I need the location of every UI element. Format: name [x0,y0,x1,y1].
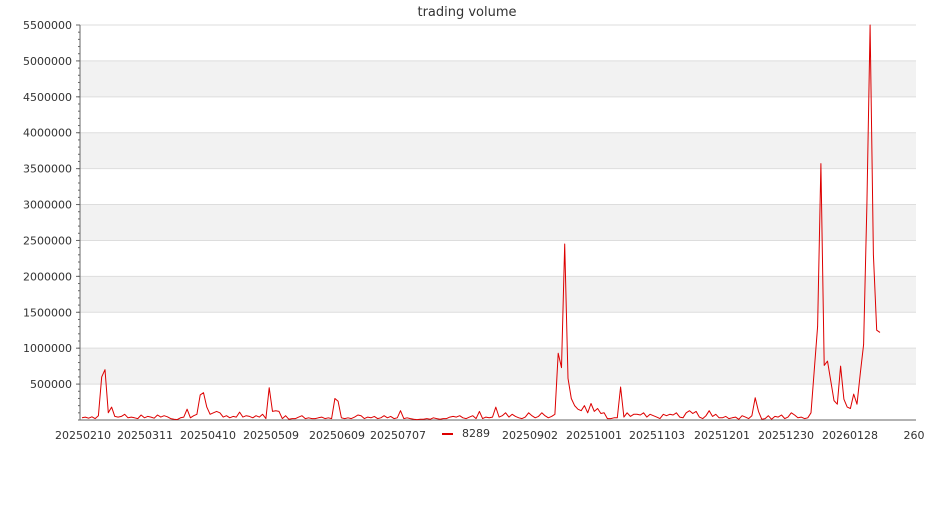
y-tick-label: 5000000 [23,55,72,68]
y-tick-label: 1500000 [23,306,72,319]
x-tick-label: 20250410 [180,429,236,442]
x-tick-label: 20250609 [309,429,365,442]
x-axis-ticks: 20250210 20250311 20250410 20250509 20250609… [55,429,925,442]
x-tick-label: 20251001 [566,429,622,442]
y-tick-label: 4000000 [23,127,72,140]
x-tick-label: 20251201 [694,429,750,442]
x-tick-label: 20250902 [502,429,558,442]
background-band [80,276,916,313]
y-tick-label: 4500000 [23,91,72,104]
background-band [80,132,916,169]
legend-label: 8289 [462,427,490,440]
y-tick-label: 3500000 [23,163,72,176]
series-layer [81,24,881,421]
background-bands [80,60,916,385]
background-band [80,60,916,97]
legend: 8289 [442,427,490,440]
x-tick-label: 20251103 [629,429,685,442]
chart-title: trading volume [417,5,516,20]
x-tick-label: 20260128 [822,429,878,442]
background-band [80,204,916,241]
series-line [81,24,881,421]
x-tick-label: 20250509 [243,429,299,442]
gridlines [80,24,916,385]
axes [79,25,916,421]
y-tick-label: 3000000 [23,199,72,212]
y-tick-label: 500000 [30,378,72,391]
y-tick-label: 2000000 [23,270,72,283]
x-tick-label: 20250707 [370,429,426,442]
y-tick-label: 5500000 [23,19,72,32]
x-tick-label: 20250311 [117,429,173,442]
x-tick-label: 260 [904,429,925,442]
y-tick-label: 1000000 [23,342,72,355]
background-band [80,348,916,385]
x-tick-label: 20250210 [55,429,111,442]
y-tick-label: 2500000 [23,234,72,247]
x-tick-label: 20251230 [758,429,814,442]
y-axis-ticks: 500000 1000000 1500000 2000000 2500000 300000… [23,19,80,421]
